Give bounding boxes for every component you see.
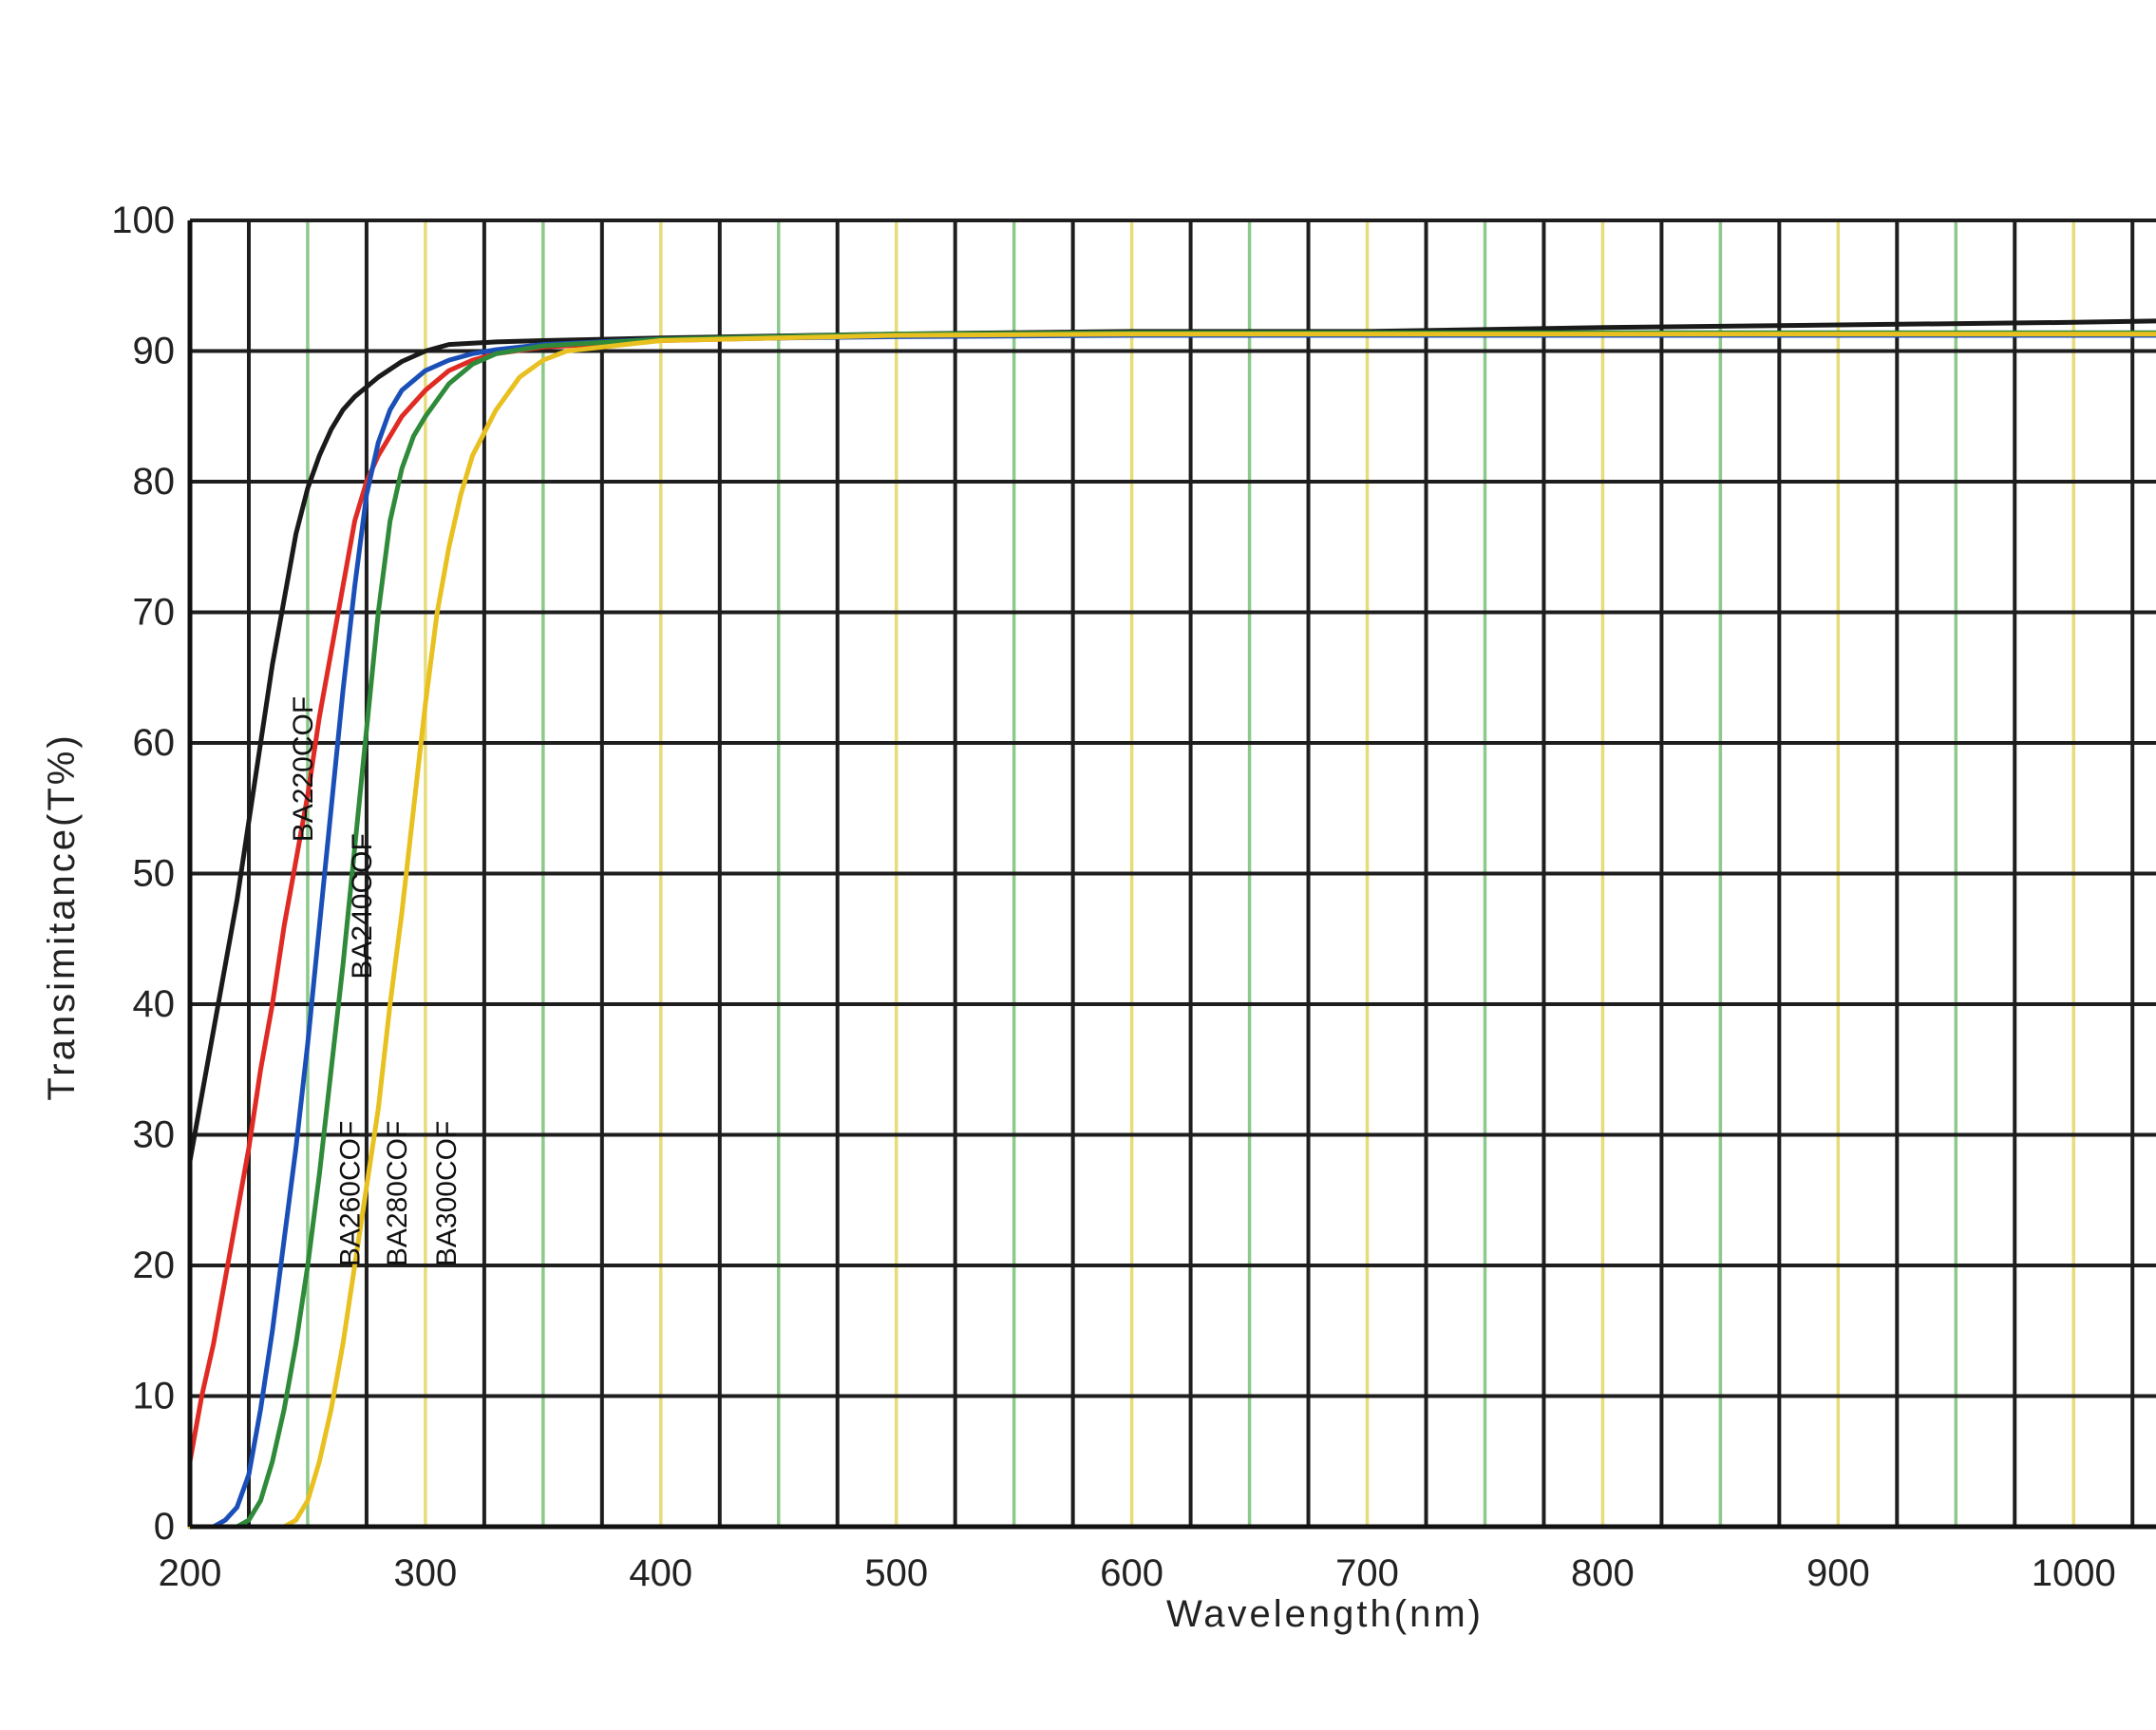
x-axis-title: Wavelength(nm) xyxy=(1166,1593,1484,1635)
series-label-ba220cof: BA220COF xyxy=(288,696,319,842)
series-label-ba280cof: BA280COF xyxy=(382,1121,413,1266)
y-tick-label: 0 xyxy=(154,1506,175,1548)
y-tick-label: 50 xyxy=(133,853,176,895)
y-tick-label: 80 xyxy=(133,461,176,503)
y-tick-label: 100 xyxy=(111,200,175,241)
grid xyxy=(188,219,2156,1529)
x-tick-label: 900 xyxy=(1806,1552,1870,1594)
x-tick-label: 800 xyxy=(1571,1552,1635,1594)
series-label-ba260cof: BA260COF xyxy=(334,1121,366,1266)
y-tick-label: 10 xyxy=(133,1376,176,1417)
y-tick-label: 60 xyxy=(133,722,176,764)
axes: 0 10 20 30 40 50 60 70 80 90 100 200 300 400 500 600 700… xyxy=(111,200,2156,1594)
x-tick-label: 600 xyxy=(1100,1552,1163,1594)
y-tick-label: 40 xyxy=(133,983,176,1025)
x-tick-label: 700 xyxy=(1335,1552,1399,1594)
y-tick-label: 70 xyxy=(133,592,176,634)
y-tick-label: 20 xyxy=(133,1245,176,1286)
y-axis-title: Transimitance(T%) xyxy=(41,732,83,1100)
series-label-ba300cof: BA300COF xyxy=(431,1121,463,1266)
x-tick-label: 1000 xyxy=(2032,1552,2116,1594)
series-labels: BA220COF BA240COF BA260COF BA280COF BA300COF xyxy=(288,696,463,1266)
series-label-ba240cof: BA240COF xyxy=(347,833,378,979)
x-tick-label: 500 xyxy=(864,1552,928,1594)
y-tick-label: 30 xyxy=(133,1114,176,1156)
series-lines xyxy=(187,318,2156,1530)
x-tick-label: 200 xyxy=(159,1552,222,1594)
x-tick-label: 400 xyxy=(629,1552,692,1594)
x-tick-label: 300 xyxy=(394,1552,458,1594)
series-line-ba300cof xyxy=(187,332,2156,1530)
y-tick-label: 90 xyxy=(133,331,176,372)
